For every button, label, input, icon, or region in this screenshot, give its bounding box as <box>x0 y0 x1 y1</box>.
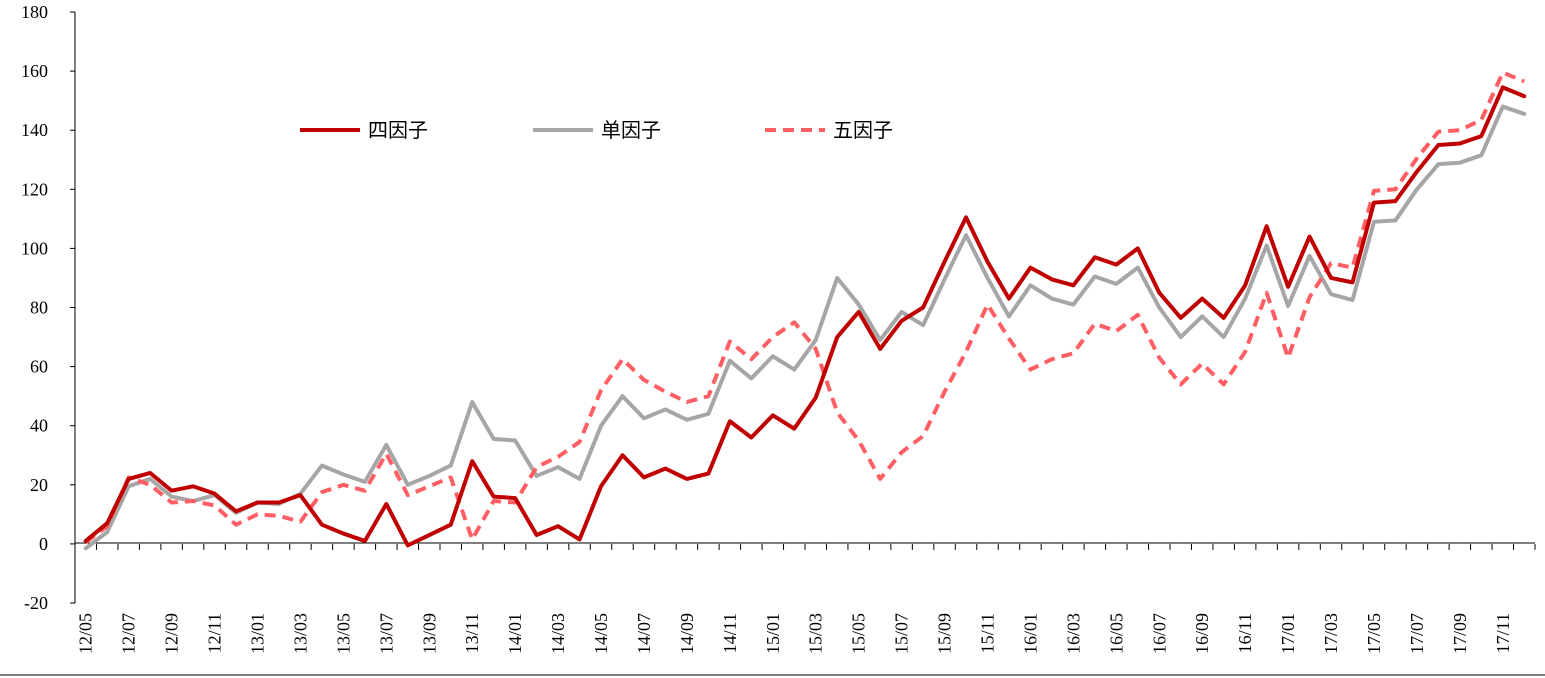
x-tick-label: 13/01 <box>248 613 268 654</box>
x-tick-label: 15/11 <box>978 613 998 653</box>
y-tick-label: 0 <box>39 534 48 554</box>
series-layer <box>83 70 1527 551</box>
x-tick-label: 14/03 <box>548 613 568 654</box>
x-tick-label: 13/09 <box>419 613 439 654</box>
y-tick-label: 120 <box>21 179 48 199</box>
y-ticks: -20 0 20 40 60 80 100 120 140 160 180 <box>21 2 75 613</box>
x-tick-label: 12/11 <box>205 613 225 653</box>
x-tick-label: 13/11 <box>462 613 482 653</box>
y-tick-label: 80 <box>30 298 48 318</box>
x-tick-label: 15/01 <box>763 613 783 654</box>
x-tick-label: 14/07 <box>634 613 654 654</box>
x-tick-label: 17/07 <box>1407 613 1427 654</box>
x-tick-label: 15/07 <box>892 613 912 654</box>
x-axis: 12/05 12/07 12/09 12/11 13/01 13/03 13/05 13/07… <box>74 542 1536 654</box>
x-tick-label: 15/05 <box>849 613 869 654</box>
x-tick-label: 17/11 <box>1493 613 1513 653</box>
y-tick-label: 40 <box>30 416 48 436</box>
series-line <box>84 70 1526 545</box>
x-tick-label: 17/01 <box>1278 613 1298 654</box>
y-axis: -20 0 20 40 60 80 100 120 140 160 180 <box>21 2 76 613</box>
x-tick-label: 17/03 <box>1321 613 1341 654</box>
x-tick-label: 15/09 <box>935 613 955 654</box>
x-tick-label: 16/03 <box>1063 613 1083 654</box>
series-line <box>83 85 1527 548</box>
y-tick-label: 140 <box>21 120 48 140</box>
x-tick-label: 17/05 <box>1364 613 1384 654</box>
x-tick-label: 13/07 <box>376 613 396 654</box>
x-tick-label: 17/09 <box>1450 613 1470 654</box>
x-tick-label: 13/03 <box>290 613 310 654</box>
legend-label: 五因子 <box>833 118 893 142</box>
x-tick-label: 12/05 <box>76 613 96 654</box>
x-tick-label: 15/03 <box>806 613 826 654</box>
x-tick-label: 16/09 <box>1192 613 1212 654</box>
x-ticks: 12/05 12/07 12/09 12/11 13/01 13/03 13/05 13/07… <box>74 543 1536 654</box>
x-tick-label: 14/01 <box>505 613 525 654</box>
x-tick-label: 13/05 <box>333 613 353 654</box>
x-tick-label: 16/05 <box>1106 613 1126 654</box>
y-tick-label: 180 <box>21 2 48 22</box>
y-tick-label: 160 <box>21 61 48 81</box>
x-tick-label: 16/11 <box>1235 613 1255 653</box>
y-tick-label: 100 <box>21 238 48 258</box>
x-tick-label: 16/07 <box>1149 613 1169 654</box>
series-line <box>83 104 1527 551</box>
y-tick-label: -20 <box>24 593 48 613</box>
x-tick-label: 14/05 <box>591 613 611 654</box>
legend: 四因子 单因子 五因子 <box>300 118 893 142</box>
y-tick-label: 20 <box>30 475 48 495</box>
legend-label: 单因子 <box>601 118 661 142</box>
x-tick-label: 14/09 <box>677 613 697 654</box>
x-tick-label: 12/07 <box>119 613 139 654</box>
x-tick-label: 14/11 <box>720 613 740 653</box>
x-tick-label: 12/09 <box>162 613 182 654</box>
legend-label: 四因子 <box>368 118 428 142</box>
y-tick-label: 60 <box>30 357 48 377</box>
x-tick-label: 16/01 <box>1020 613 1040 654</box>
